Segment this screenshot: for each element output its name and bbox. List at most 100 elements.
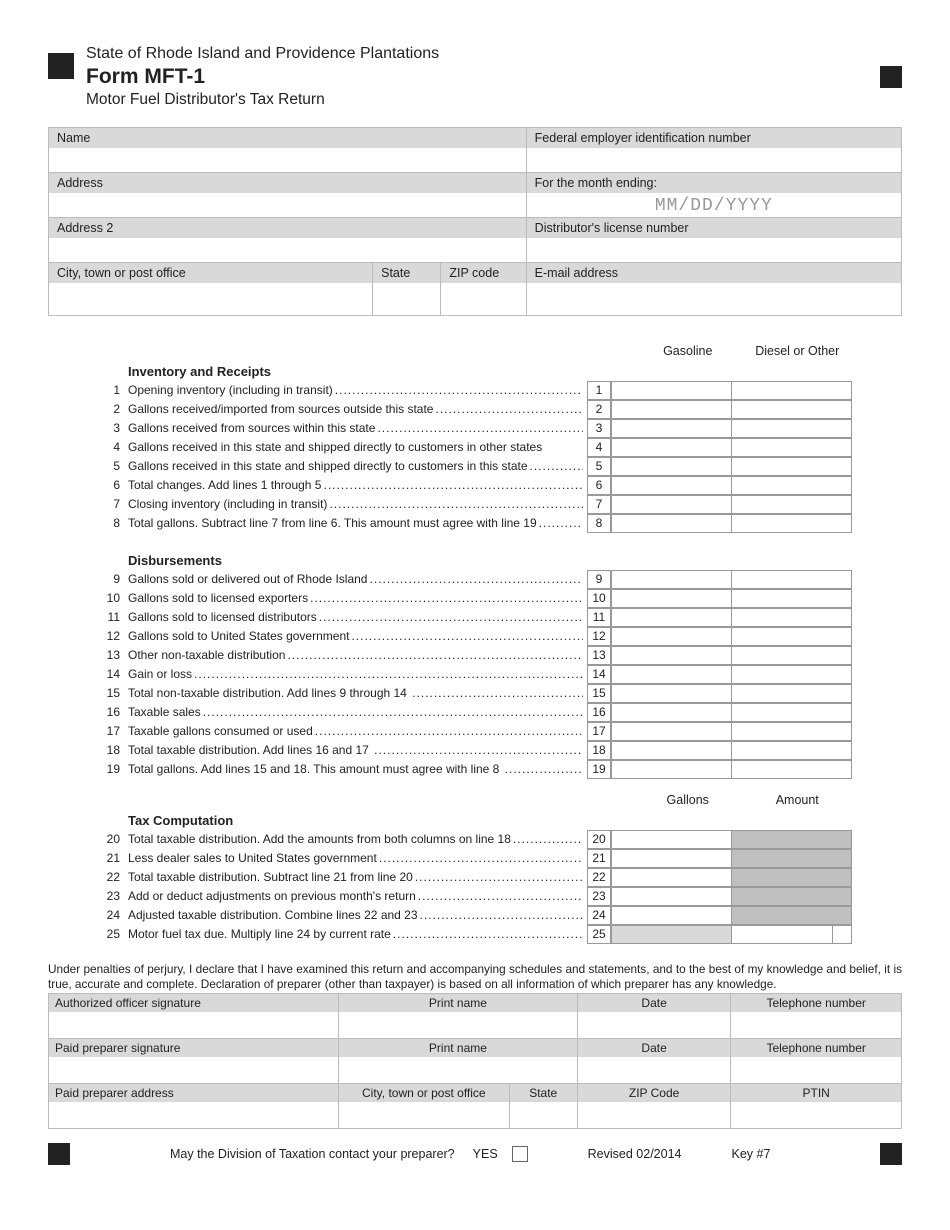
col-gasoline: Gasoline — [633, 344, 743, 358]
line-10-desc: Gallons sold to licensed exporters — [128, 589, 583, 608]
line-8-diesel[interactable] — [732, 514, 852, 533]
line-13-diesel[interactable] — [732, 646, 852, 665]
line-2-gas[interactable] — [611, 400, 732, 419]
officer-phone-label: Telephone number — [731, 994, 901, 1012]
preparer-phone-input[interactable] — [731, 1057, 901, 1083]
line-1-gas[interactable] — [611, 381, 732, 400]
section-disbursements: Disbursements — [128, 553, 852, 568]
line-12-diesel[interactable] — [732, 627, 852, 646]
name-label: Name — [49, 128, 526, 148]
line-4-diesel[interactable] — [732, 438, 852, 457]
line-9-gas[interactable] — [611, 570, 732, 589]
preparer-print-input[interactable] — [339, 1057, 577, 1083]
fein-input[interactable] — [527, 148, 901, 172]
preparer-date-input[interactable] — [578, 1057, 731, 1083]
zip-input[interactable] — [441, 283, 525, 315]
line-3-gas[interactable] — [611, 419, 732, 438]
city-input[interactable] — [49, 283, 372, 315]
line-5-gas[interactable] — [611, 457, 732, 476]
line-11-diesel[interactable] — [732, 608, 852, 627]
ptin-input[interactable] — [731, 1102, 901, 1128]
email-input[interactable] — [527, 283, 901, 315]
line-10-gas[interactable] — [611, 589, 732, 608]
officer-date-input[interactable] — [578, 1012, 731, 1038]
line-19-diesel[interactable] — [732, 760, 852, 779]
officer-date-label: Date — [578, 994, 731, 1012]
preparer-zip-input[interactable] — [578, 1102, 731, 1128]
line-13-gas[interactable] — [611, 646, 732, 665]
line-17-gas[interactable] — [611, 722, 732, 741]
form-number: Form MFT-1 — [86, 65, 868, 89]
line-3-desc: Gallons received from sources within thi… — [128, 419, 583, 438]
contact-preparer-checkbox[interactable] — [512, 1146, 528, 1162]
form-subtitle: Motor Fuel Distributor's Tax Return — [86, 91, 868, 109]
officer-phone-input[interactable] — [731, 1012, 901, 1038]
license-input[interactable] — [527, 238, 901, 262]
line-24-desc: Adjusted taxable distribution. Combine l… — [128, 906, 583, 925]
preparer-date-label: Date — [578, 1039, 731, 1057]
month-ending-label: For the month ending: — [527, 173, 901, 193]
line-21-gal[interactable] — [611, 849, 732, 868]
line-6-diesel[interactable] — [732, 476, 852, 495]
line-8-gas[interactable] — [611, 514, 732, 533]
name-input[interactable] — [49, 148, 526, 172]
preparer-sig-label: Paid preparer signature — [49, 1039, 338, 1057]
line-5-desc: Gallons received in this state and shipp… — [128, 457, 583, 476]
line-9-desc: Gallons sold or delivered out of Rhode I… — [128, 570, 583, 589]
preparer-sig-input[interactable] — [49, 1057, 338, 1083]
line-22-amt — [732, 868, 852, 887]
line-20-amt — [732, 830, 852, 849]
line-23-gal[interactable] — [611, 887, 732, 906]
line-18-gas[interactable] — [611, 741, 732, 760]
line-13-desc: Other non-taxable distribution — [128, 646, 583, 665]
ptin-label: PTIN — [731, 1084, 901, 1102]
form-body: Gasoline Diesel or Other Inventory and R… — [48, 344, 902, 944]
line-15-gas[interactable] — [611, 684, 732, 703]
address-input[interactable] — [49, 193, 526, 217]
license-label: Distributor's license number — [527, 218, 901, 238]
line-11-gas[interactable] — [611, 608, 732, 627]
line-20-gal[interactable] — [611, 830, 732, 849]
address2-input[interactable] — [49, 238, 526, 262]
line-16-gas[interactable] — [611, 703, 732, 722]
line-12-gas[interactable] — [611, 627, 732, 646]
state-input[interactable] — [373, 283, 440, 315]
officer-sig-label: Authorized officer signature — [49, 994, 338, 1012]
line-22-gal[interactable] — [611, 868, 732, 887]
officer-print-input[interactable] — [339, 1012, 577, 1038]
preparer-city-input[interactable] — [339, 1102, 509, 1128]
inventory-grid: 1Opening inventory (including in transit… — [98, 381, 852, 533]
line-15-diesel[interactable] — [732, 684, 852, 703]
preparer-phone-label: Telephone number — [731, 1039, 901, 1057]
line-1-diesel[interactable] — [732, 381, 852, 400]
line-7-gas[interactable] — [611, 495, 732, 514]
preparer-addr-input[interactable] — [49, 1102, 338, 1128]
line-17-diesel[interactable] — [732, 722, 852, 741]
zip-label: ZIP code — [441, 263, 525, 283]
preparer-city-label: City, town or post office — [339, 1084, 509, 1102]
line-14-gas[interactable] — [611, 665, 732, 684]
preparer-state-input[interactable] — [510, 1102, 577, 1128]
line-14-diesel[interactable] — [732, 665, 852, 684]
section-tax: Tax Computation — [128, 813, 852, 828]
line-7-diesel[interactable] — [732, 495, 852, 514]
header-marker-left — [48, 53, 74, 79]
month-ending-input[interactable] — [527, 193, 901, 217]
line-18-diesel[interactable] — [732, 741, 852, 760]
line-6-gas[interactable] — [611, 476, 732, 495]
line-4-gas[interactable] — [611, 438, 732, 457]
line-16-diesel[interactable] — [732, 703, 852, 722]
line-24-gal[interactable] — [611, 906, 732, 925]
line-2-diesel[interactable] — [732, 400, 852, 419]
line-25-amt[interactable] — [732, 925, 852, 944]
email-label: E-mail address — [527, 263, 901, 283]
line-10-diesel[interactable] — [732, 589, 852, 608]
line-5-diesel[interactable] — [732, 457, 852, 476]
line-25-desc: Motor fuel tax due. Multiply line 24 by … — [128, 925, 583, 944]
line-9-diesel[interactable] — [732, 570, 852, 589]
line-3-diesel[interactable] — [732, 419, 852, 438]
line-12-desc: Gallons sold to United States government — [128, 627, 583, 646]
officer-sig-input[interactable] — [49, 1012, 338, 1038]
line-19-gas[interactable] — [611, 760, 732, 779]
line-22-desc: Total taxable distribution. Subtract lin… — [128, 868, 583, 887]
